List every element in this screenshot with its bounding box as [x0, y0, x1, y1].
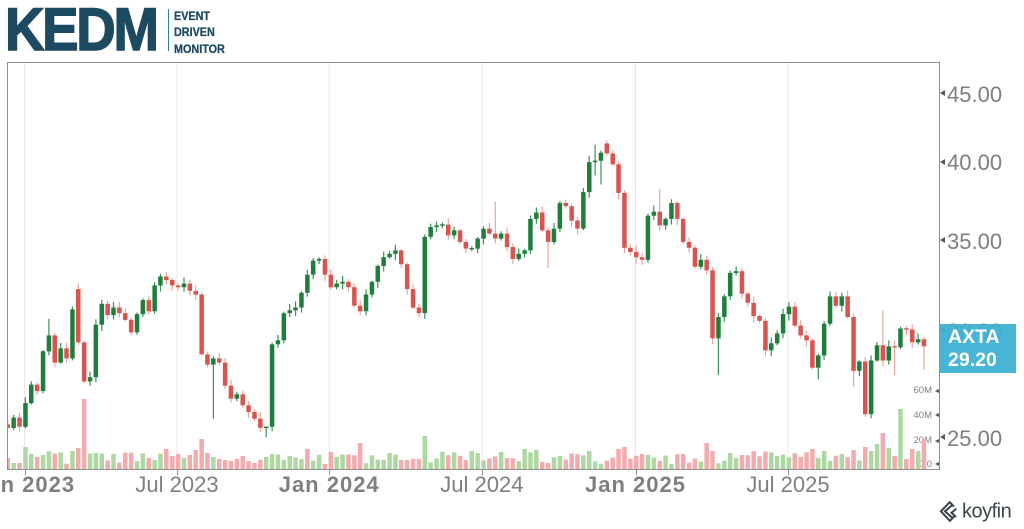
svg-text:koyfin: koyfin — [962, 501, 1011, 523]
